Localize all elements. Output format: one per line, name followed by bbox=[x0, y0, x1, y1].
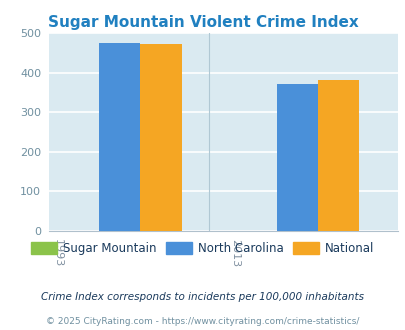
Bar bbox=[317, 80, 358, 231]
Legend: Sugar Mountain, North Carolina, National: Sugar Mountain, North Carolina, National bbox=[27, 237, 378, 260]
Text: Crime Index corresponds to incidents per 100,000 inhabitants: Crime Index corresponds to incidents per… bbox=[41, 292, 364, 302]
Bar bbox=[276, 84, 317, 231]
Bar bbox=[99, 43, 140, 231]
Text: © 2025 CityRating.com - https://www.cityrating.com/crime-statistics/: © 2025 CityRating.com - https://www.city… bbox=[46, 317, 359, 326]
Bar bbox=[140, 44, 181, 231]
Text: Sugar Mountain Violent Crime Index: Sugar Mountain Violent Crime Index bbox=[47, 15, 358, 30]
